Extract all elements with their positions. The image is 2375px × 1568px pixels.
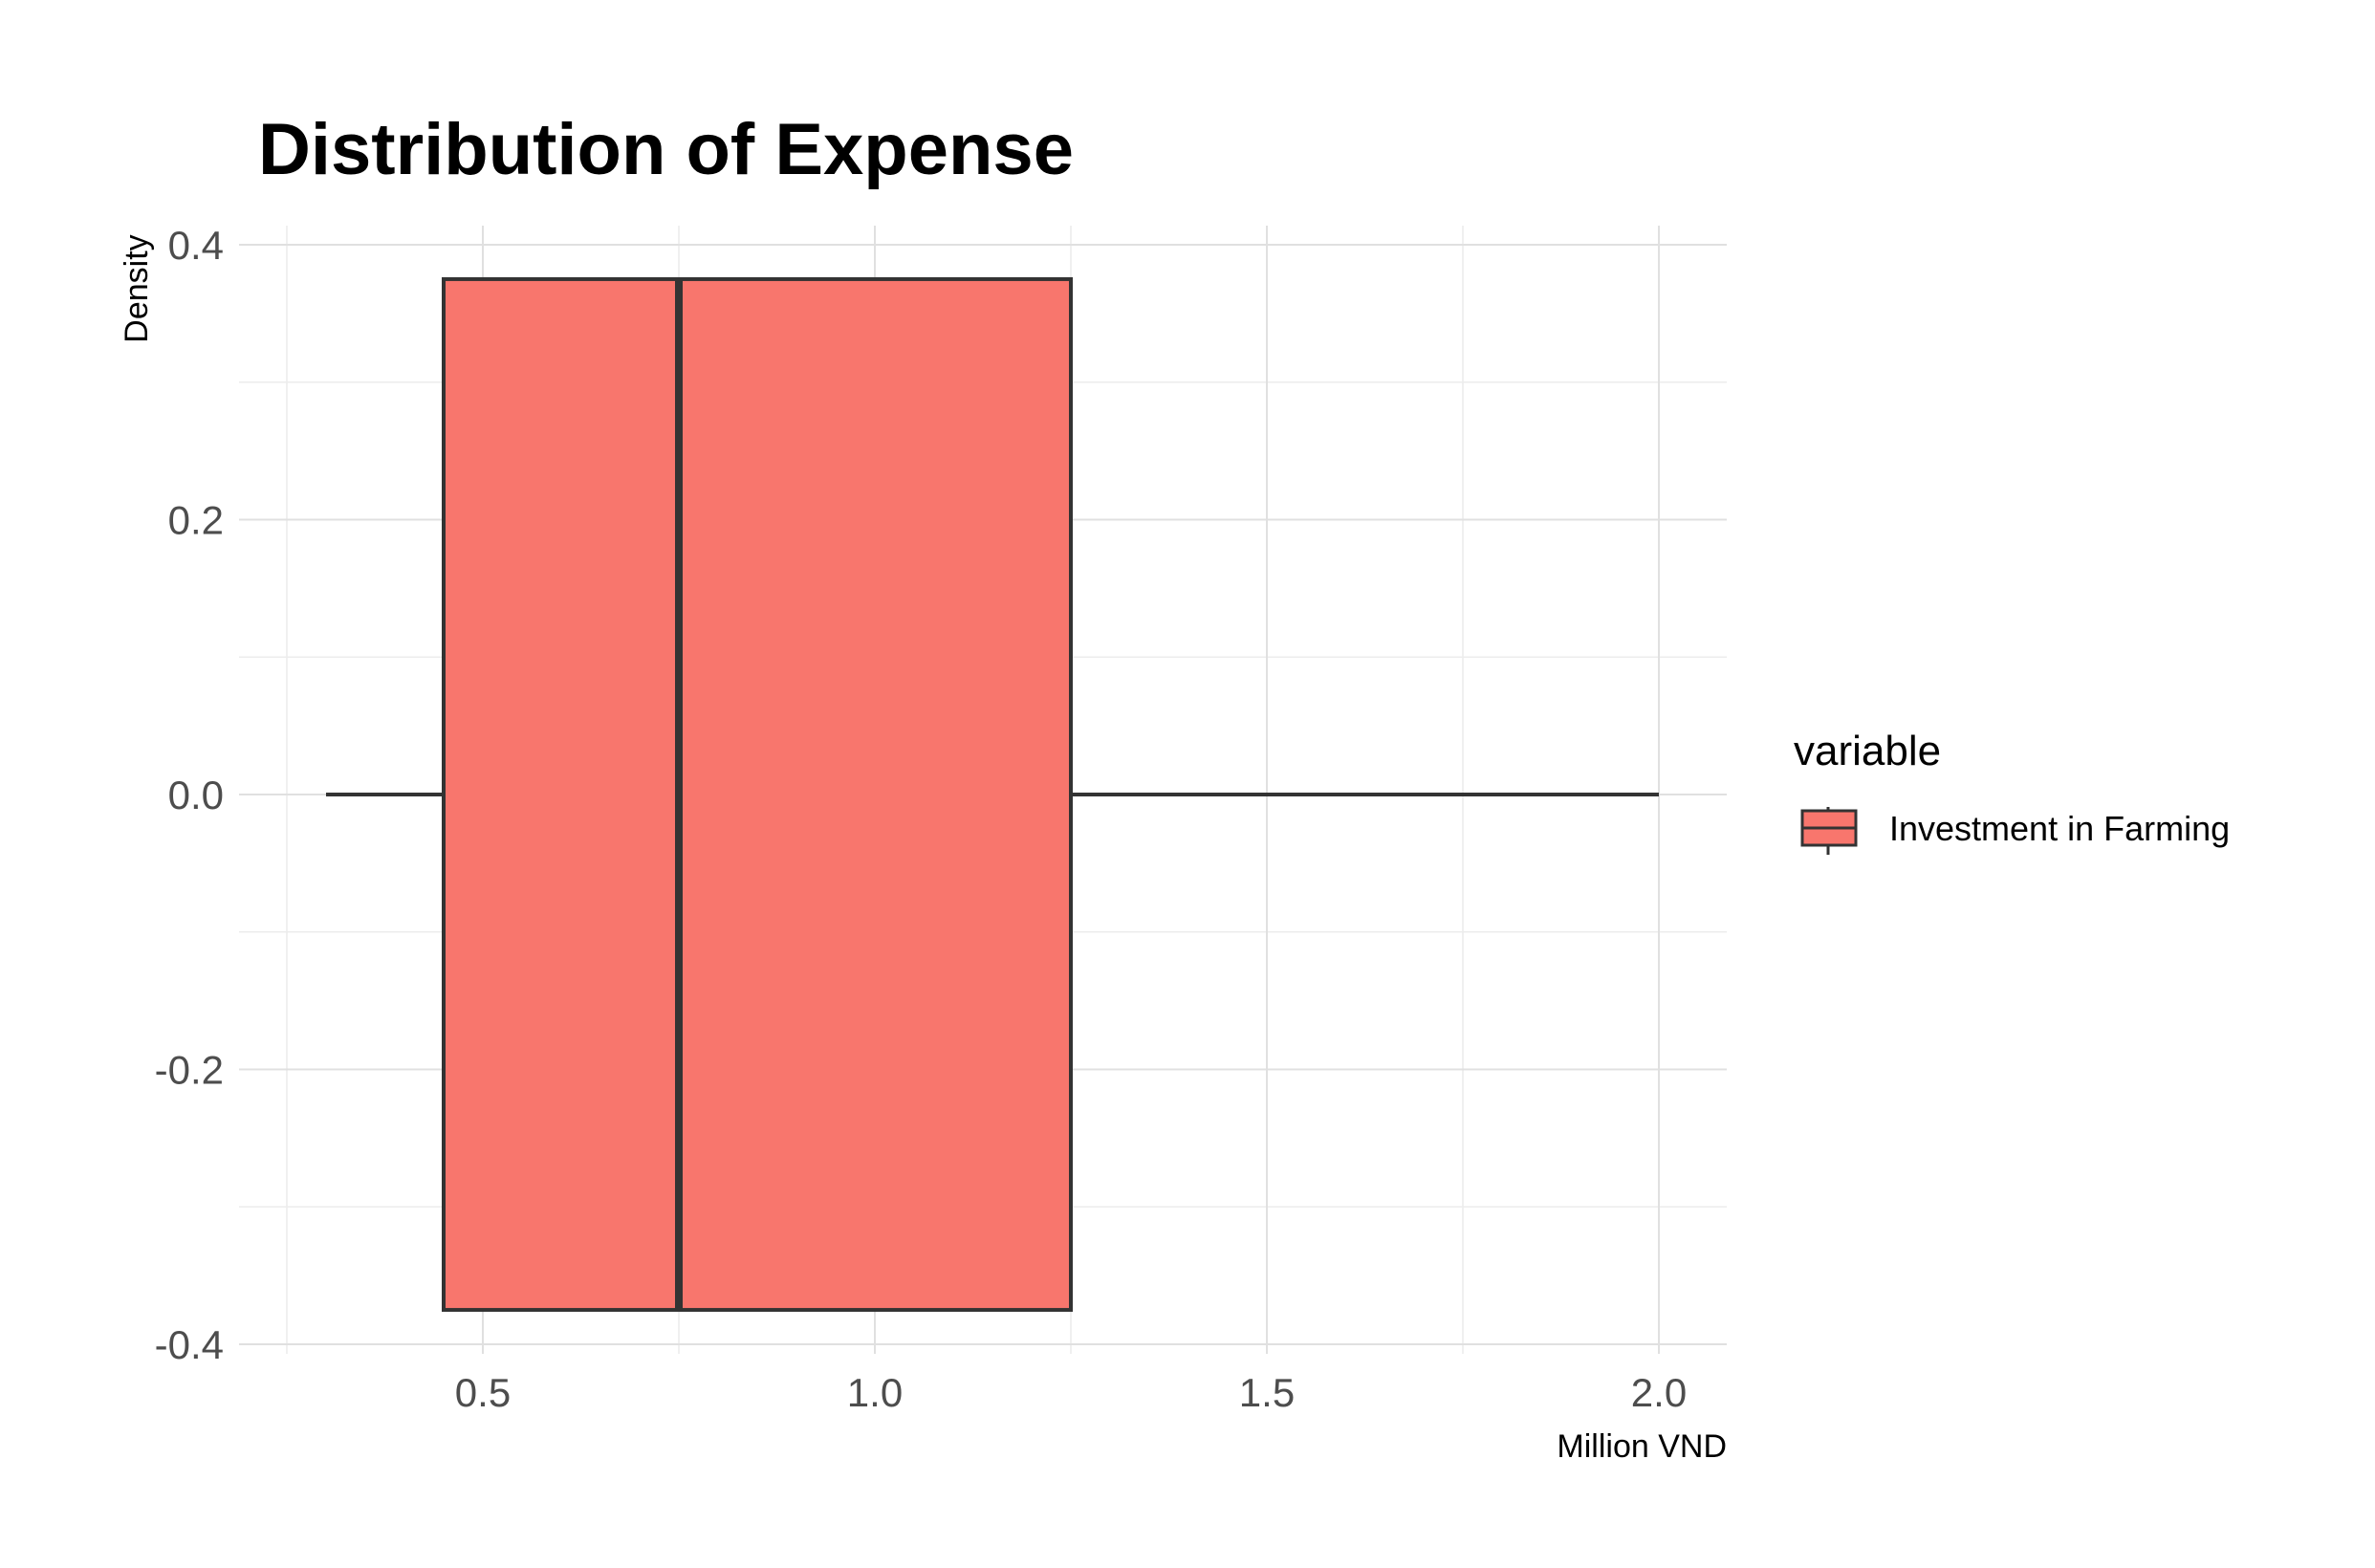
plot-area <box>326 276 1659 1313</box>
legend-entry-label: Investment in Farming <box>1889 809 2230 848</box>
y-tick-label: 0.4 <box>168 223 224 268</box>
y-tick-label: 0.2 <box>168 498 224 543</box>
y-tick-label: 0.0 <box>168 773 224 817</box>
x-tick-label: 2.0 <box>1631 1370 1687 1415</box>
y-tick-label: -0.4 <box>155 1322 224 1367</box>
box-iqr <box>442 276 1073 1313</box>
legend-title: variable <box>1794 728 1941 774</box>
x-axis-label: Million VND <box>1557 1428 1727 1465</box>
x-tick-label: 1.0 <box>847 1370 903 1415</box>
chart-title: Distribution of Expense <box>258 109 1074 190</box>
x-axis-ticks: 0.5 1.0 1.5 2.0 <box>455 1370 1687 1415</box>
x-tick-label: 0.5 <box>455 1370 511 1415</box>
x-tick-label: 1.5 <box>1239 1370 1295 1415</box>
y-tick-label: -0.2 <box>155 1048 224 1093</box>
y-axis-label: Density <box>119 234 155 342</box>
y-axis-ticks: 0.4 0.2 0.0 -0.2 -0.4 <box>155 223 224 1367</box>
legend: variable Investment in Farming <box>1794 728 2230 855</box>
